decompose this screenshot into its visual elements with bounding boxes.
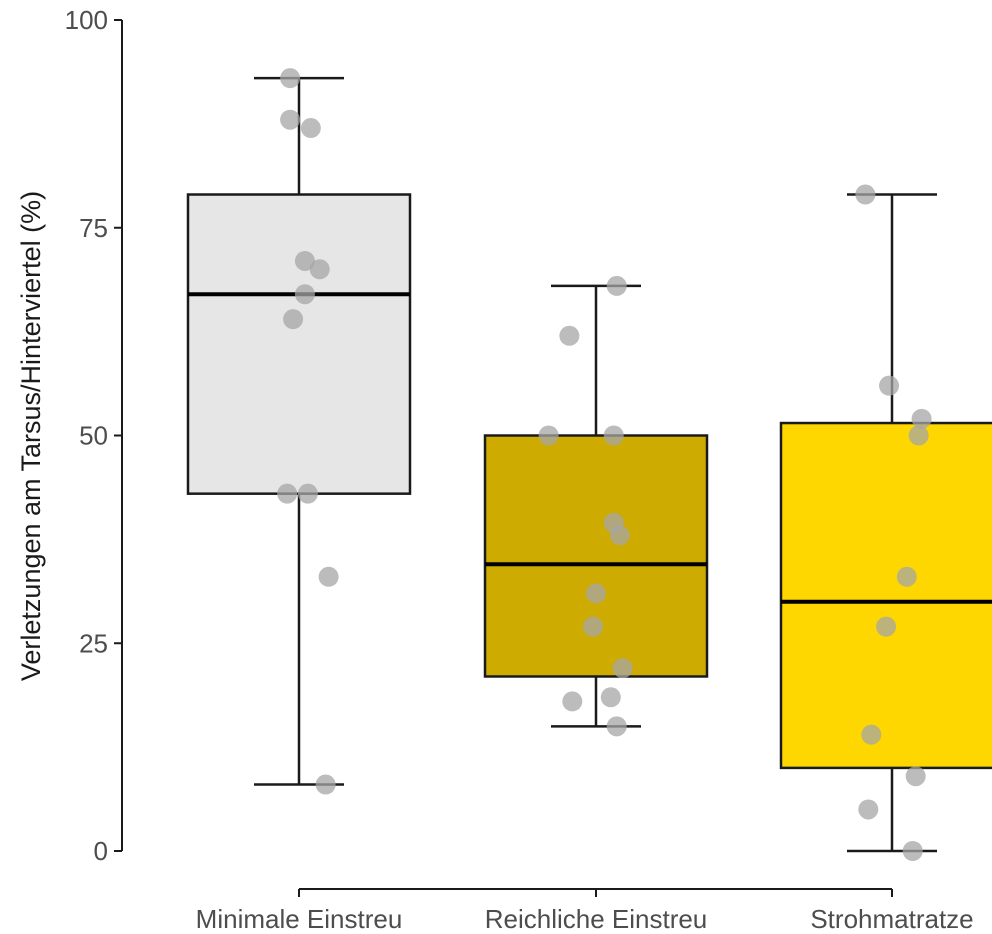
data-point-3-7 (861, 724, 882, 745)
data-point-2-3 (538, 425, 559, 446)
y-tick-label-0: 0 (94, 836, 108, 866)
data-point-1-8 (277, 483, 298, 504)
y-axis: 0 25 50 75 100 (65, 5, 123, 866)
data-point-2-7 (586, 583, 606, 604)
y-tick-label-75: 75 (79, 213, 108, 243)
y-tick-label-50: 50 (79, 421, 108, 451)
data-point-2-9 (612, 658, 633, 679)
data-point-2-4 (603, 425, 624, 446)
data-point-2-11 (600, 687, 621, 708)
box-3 (779, 421, 992, 770)
data-point-1-11 (315, 774, 336, 795)
data-point-1-1 (280, 68, 301, 89)
data-point-3-2 (879, 375, 900, 396)
x-tick-label-1: Minimale Einstreu (196, 904, 403, 934)
x-axis: Minimale Einstreu Reichliche Einstreu Stro… (196, 888, 974, 934)
data-point-1-9 (297, 483, 318, 504)
data-point-2-8 (583, 616, 604, 637)
box-group-1 (186, 76, 412, 786)
data-point-3-10 (902, 841, 923, 861)
data-point-3-5 (896, 566, 917, 587)
data-point-3-8 (905, 766, 926, 787)
data-point-2-10 (562, 691, 583, 712)
data-point-1-2 (280, 109, 301, 130)
box-group-2 (483, 284, 709, 728)
x-tick-label-2: Reichliche Einstreu (485, 904, 708, 934)
data-point-3-4 (908, 425, 929, 446)
data-point-1-5 (309, 259, 330, 280)
data-point-3-1 (855, 184, 876, 205)
data-point-1-7 (283, 309, 304, 330)
data-point-2-2 (559, 325, 580, 346)
x-tick-label-3: Strohmatratze (810, 904, 973, 934)
data-point-3-9 (858, 799, 879, 820)
boxes-layer (186, 76, 992, 853)
box-1 (186, 193, 412, 495)
data-point-2-1 (606, 275, 627, 296)
box-2 (483, 434, 709, 678)
box-group-3 (779, 193, 992, 853)
data-point-3-3 (911, 408, 932, 429)
points-layer (277, 68, 932, 861)
y-tick-label-25: 25 (79, 628, 108, 658)
data-point-1-4 (294, 250, 315, 271)
y-tick-label-100: 100 (65, 5, 108, 35)
data-point-2-12 (606, 716, 627, 737)
data-point-3-6 (876, 616, 897, 637)
data-point-1-10 (318, 566, 339, 587)
data-point-1-3 (300, 118, 321, 139)
y-axis-title: Verletzungen am Tarsus/Hinterviertel (%) (16, 191, 46, 681)
data-point-2-6 (609, 525, 630, 546)
data-point-1-6 (294, 284, 315, 305)
